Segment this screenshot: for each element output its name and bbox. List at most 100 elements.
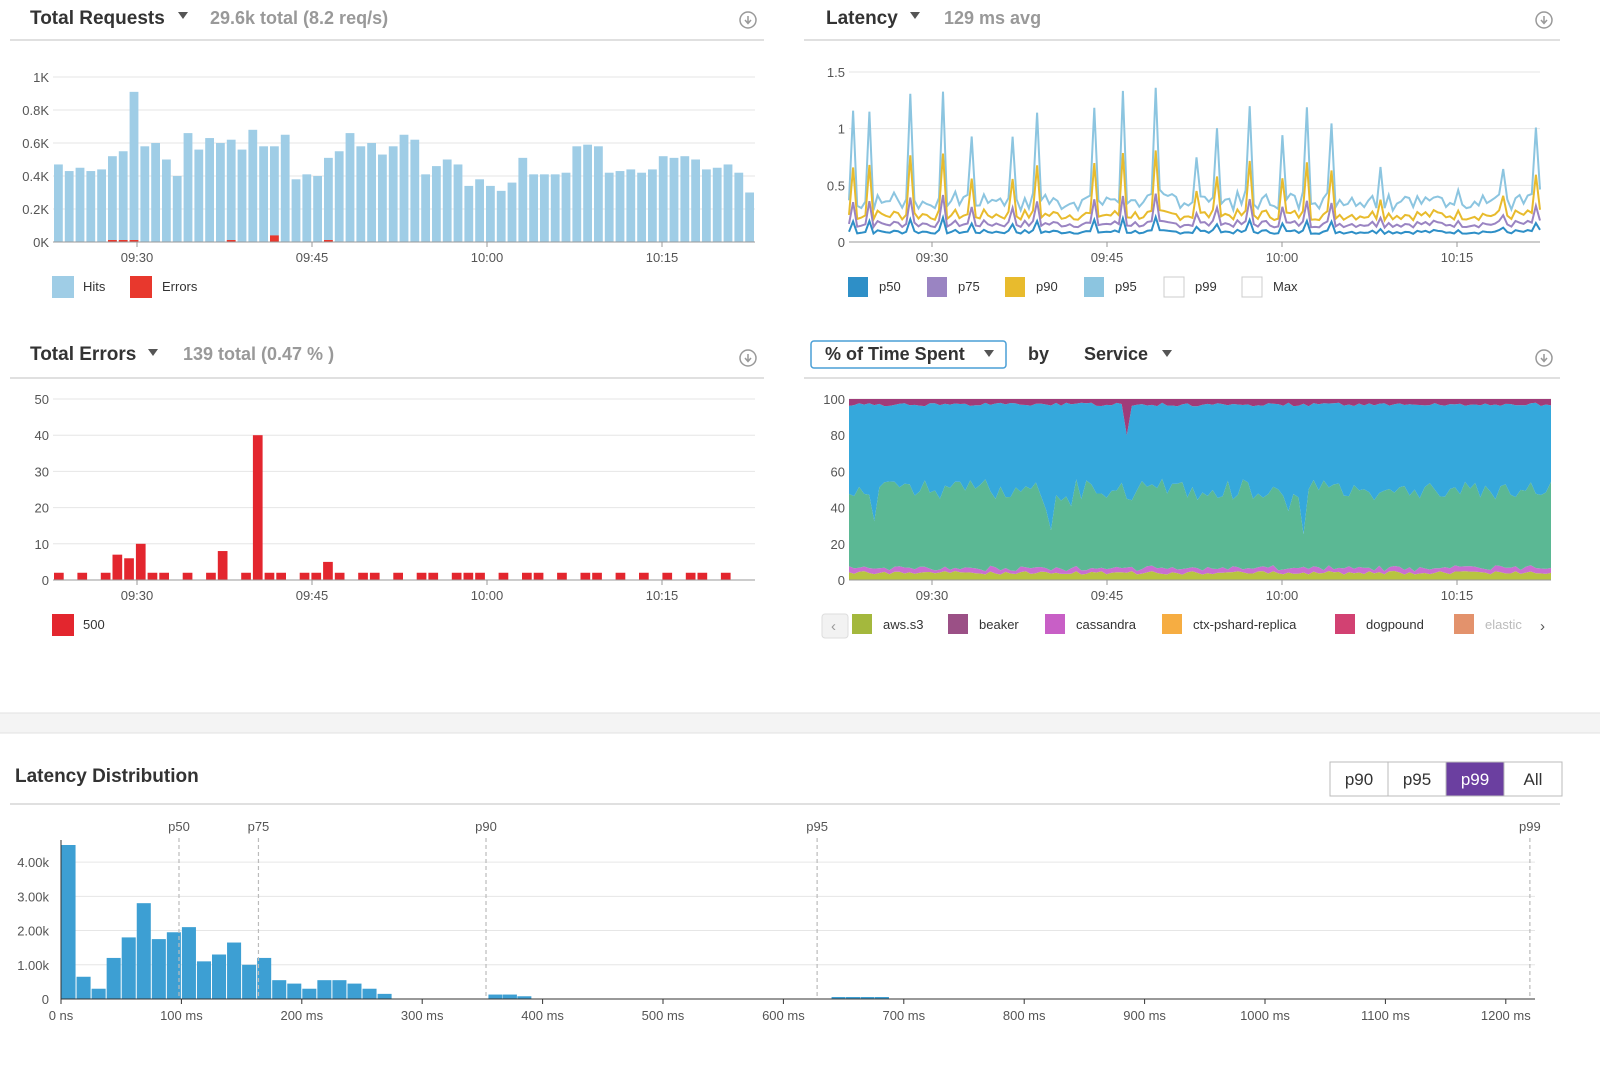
- y-tick-label: 1.00k: [17, 958, 49, 973]
- bar-hits: [270, 146, 279, 242]
- x-tick-label: 09:30: [121, 588, 154, 603]
- y-tick-label: 0: [42, 992, 49, 1007]
- bar-hits: [280, 134, 290, 242]
- histogram-bar: [287, 983, 302, 999]
- total-errors-title: Total Errors: [30, 344, 136, 365]
- legend-swatch-hits[interactable]: [52, 276, 74, 298]
- bar-500: [77, 572, 88, 580]
- percentile-button-p95[interactable]: p95: [1387, 761, 1447, 797]
- histogram-bar: [257, 957, 272, 999]
- bar-hits: [637, 172, 646, 242]
- x-tick-label: 700 ms: [882, 1008, 925, 1023]
- histogram-bar: [76, 976, 91, 999]
- chevron-down-icon[interactable]: [910, 12, 920, 19]
- y-tick-label: 0K: [33, 235, 49, 250]
- bar-hits: [583, 144, 592, 242]
- y-tick-label: 1: [838, 122, 845, 137]
- metric-dropdown[interactable]: % of Time Spent: [810, 340, 1007, 369]
- download-icon[interactable]: [739, 349, 757, 367]
- time-spent-header: % of Time Spent by Service: [804, 340, 1560, 379]
- group-dropdown[interactable]: Service: [1084, 344, 1172, 364]
- x-tick-label: 10:00: [471, 588, 504, 603]
- histogram-bar: [488, 994, 503, 999]
- bar-500: [615, 572, 626, 580]
- x-tick-label: 09:45: [1091, 250, 1124, 265]
- download-icon[interactable]: [1535, 349, 1553, 367]
- latency-legend: p50 p75 p90 p95 p99 Max: [848, 276, 1298, 298]
- latency-summary: 129 ms avg: [944, 8, 1041, 28]
- x-tick-label: 09:45: [296, 588, 329, 603]
- x-tick-label: 300 ms: [401, 1008, 444, 1023]
- legend-swatch-p90[interactable]: [1005, 277, 1025, 297]
- y-tick-label: 50: [35, 392, 49, 407]
- histogram-bar: [332, 980, 347, 999]
- y-tick-label: 1.5: [827, 65, 845, 80]
- percentile-button-label: p90: [1345, 770, 1373, 789]
- legend-swatch-cassandra[interactable]: [1045, 614, 1065, 634]
- bar-500: [416, 572, 427, 580]
- bar-500: [252, 435, 263, 580]
- bar-hits: [259, 146, 268, 242]
- bar-hits: [162, 159, 171, 242]
- legend-swatch-500[interactable]: [52, 614, 74, 636]
- bar-500: [720, 572, 731, 580]
- legend-swatch-p95[interactable]: [1084, 277, 1104, 297]
- bar-hits: [658, 156, 668, 242]
- time-spent-legend: ‹ › aws.s3 beaker cassandra ctx-pshard-repl…: [821, 613, 1545, 639]
- legend-swatch-p99[interactable]: [1163, 276, 1185, 298]
- bar-hits: [669, 157, 679, 242]
- legend-swatch-max[interactable]: [1241, 276, 1263, 298]
- bar-hits: [108, 156, 117, 242]
- y-tick-label: 30: [35, 464, 49, 479]
- bar-500: [276, 572, 286, 580]
- histogram-bar: [121, 937, 136, 999]
- legend-swatch-p75[interactable]: [927, 277, 947, 297]
- legend-label-dogpound: dogpound: [1366, 617, 1424, 632]
- percentile-button-all[interactable]: All: [1503, 761, 1563, 797]
- bar-500: [147, 572, 158, 580]
- legend-swatch-dogpound[interactable]: [1335, 614, 1355, 634]
- bar-hits: [745, 192, 754, 242]
- chevron-right-icon[interactable]: ›: [1540, 618, 1545, 635]
- legend-label-ctx-pshard-replica: ctx-pshard-replica: [1193, 617, 1297, 632]
- legend-swatch-errors[interactable]: [130, 276, 152, 298]
- total-requests-chart: 0K 0.2K 0.4K 0.6K 0.8K 1K 09:30 09:45 10:00 10:15: [22, 70, 755, 265]
- x-tick-label: 400 ms: [521, 1008, 564, 1023]
- percentile-button-p99[interactable]: p99: [1445, 761, 1505, 797]
- legend-label-aws-s3: aws.s3: [883, 617, 923, 632]
- total-requests-title: Total Requests: [30, 8, 165, 29]
- area-cassandra: [849, 565, 1551, 575]
- chevron-down-icon[interactable]: [178, 12, 188, 19]
- bar-hits: [334, 151, 344, 242]
- legend-swatch-aws-s3[interactable]: [852, 614, 872, 634]
- x-tick-label: 10:15: [646, 250, 679, 265]
- percentile-button-p90[interactable]: p90: [1329, 761, 1389, 797]
- histogram-bar: [212, 954, 227, 999]
- legend-swatch-ctx-pshard-replica[interactable]: [1162, 614, 1182, 634]
- bar-hits: [205, 138, 214, 242]
- x-tick-label: 0 ns: [49, 1008, 74, 1023]
- bar-hits: [702, 169, 711, 242]
- download-icon[interactable]: [1535, 11, 1553, 29]
- bar-hits: [421, 174, 430, 242]
- line-p90: [848, 150, 1541, 224]
- metric-dropdown-box[interactable]: [810, 340, 1007, 369]
- bar-hits: [172, 176, 182, 242]
- download-icon[interactable]: [739, 11, 757, 29]
- time-spent-chart: 0 20 40 60 80 100 09:30 09:45 10:00 10:15: [823, 392, 1551, 603]
- legend-swatch-beaker[interactable]: [948, 614, 968, 634]
- bar-hits: [432, 166, 441, 242]
- bar-hits: [507, 182, 517, 242]
- legend-prev-button[interactable]: [821, 613, 849, 639]
- line-p50: [848, 213, 1541, 236]
- bar-hits: [345, 133, 355, 242]
- percentile-button-group: p90 p95 p99 All: [1329, 761, 1563, 797]
- histogram-bar: [302, 988, 317, 999]
- legend-swatch-elastic[interactable]: [1454, 614, 1474, 634]
- bar-hits: [453, 164, 463, 242]
- bar-500: [182, 572, 193, 580]
- chevron-down-icon[interactable]: [148, 349, 158, 356]
- legend-label-500: 500: [83, 617, 105, 632]
- legend-swatch-p50[interactable]: [848, 277, 868, 297]
- x-tick-label: 10:15: [1441, 250, 1474, 265]
